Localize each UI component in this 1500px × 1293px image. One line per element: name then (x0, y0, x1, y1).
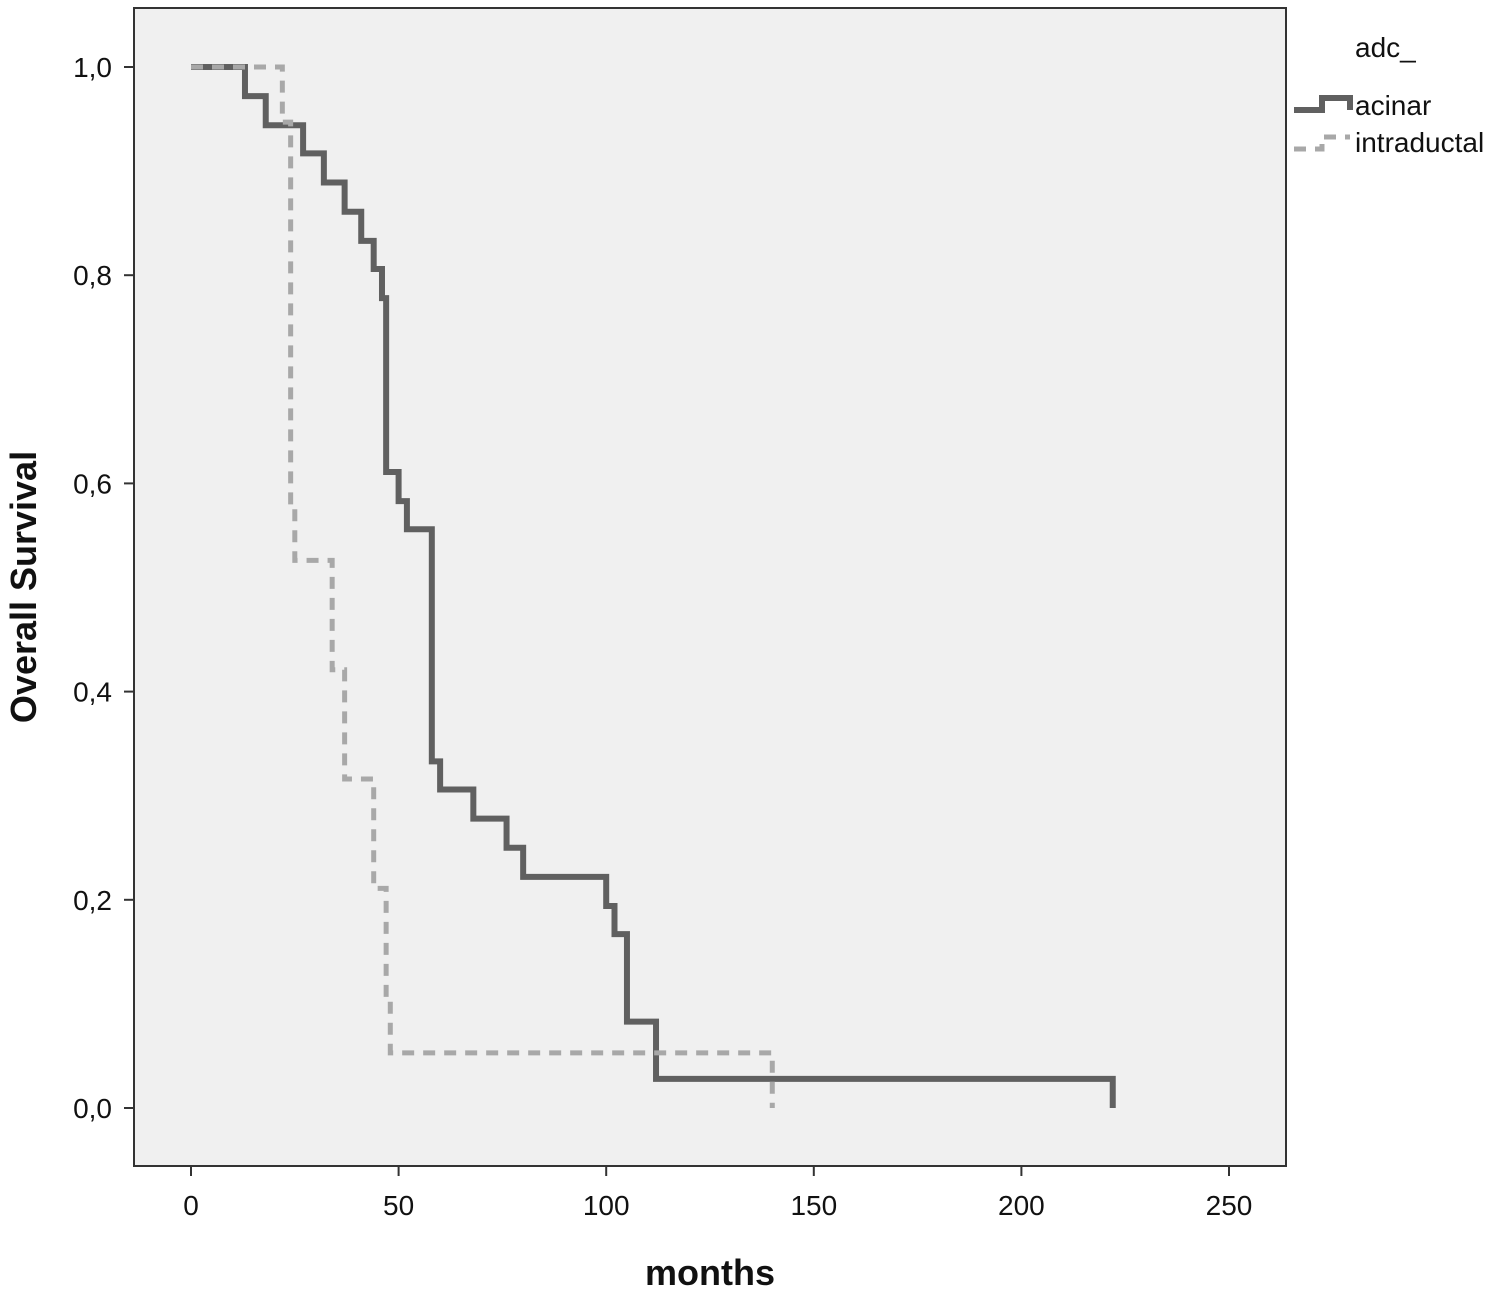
y-tick-label: 0,8 (73, 260, 112, 291)
y-tick-label: 0,0 (73, 1093, 112, 1124)
legend-label: intraductal (1355, 127, 1484, 158)
y-tick-label: 1,0 (73, 52, 112, 83)
series-line-acinar (191, 64, 1116, 1108)
x-axis-title: months (645, 1252, 775, 1293)
legend-swatch (1294, 95, 1353, 113)
y-axis-title: Overall Survival (3, 451, 44, 723)
legend-item-intraductal: intraductal (1294, 127, 1484, 158)
legend-title: adc_ (1355, 32, 1416, 63)
x-tick-label: 100 (583, 1190, 630, 1221)
legend: adc_ acinar intraductal (1294, 32, 1484, 158)
y-tick-label: 0,6 (73, 468, 112, 499)
series-layer (191, 64, 1116, 1108)
x-axis: 0 50 100 150 200 250 (183, 1166, 1252, 1221)
x-tick-label: 200 (998, 1190, 1045, 1221)
x-tick-label: 0 (183, 1190, 199, 1221)
x-tick-label: 250 (1206, 1190, 1253, 1221)
x-tick-label: 150 (790, 1190, 837, 1221)
x-tick-label: 50 (383, 1190, 414, 1221)
legend-swatch (1294, 134, 1350, 152)
legend-item-acinar: acinar (1294, 90, 1431, 121)
plot-area (133, 7, 1287, 1167)
series-line-intraductal (191, 64, 775, 1108)
y-tick-label: 0,4 (73, 677, 112, 708)
y-tick-label: 0,2 (73, 885, 112, 916)
legend-label: acinar (1355, 90, 1431, 121)
y-axis: 0,0 0,2 0,4 0,6 0,8 1,0 (73, 52, 134, 1124)
